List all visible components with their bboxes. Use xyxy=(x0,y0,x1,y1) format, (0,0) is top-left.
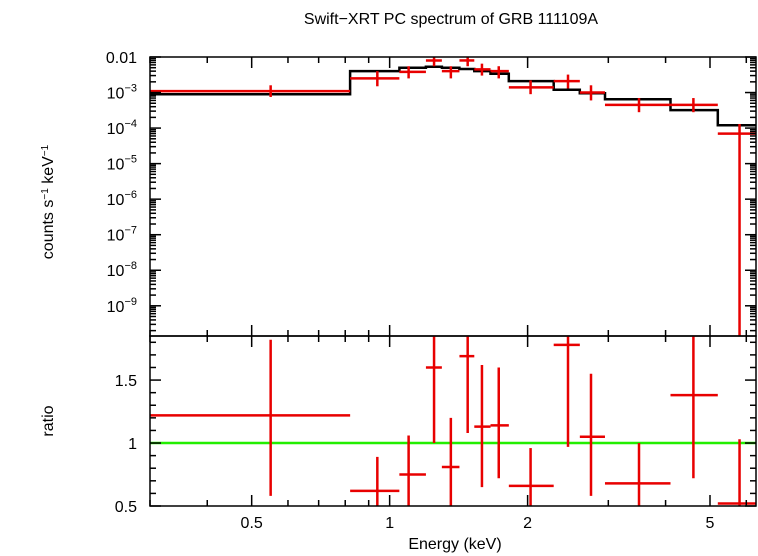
spectrum-ytick-label-6: 10−7 xyxy=(107,225,137,245)
ratio-point-9 xyxy=(508,448,554,506)
spectrum-ytick-label-8: 10−9 xyxy=(107,296,137,316)
ytick-exponent: −3 xyxy=(124,83,137,95)
ylabel-sup-2: −1 xyxy=(40,144,51,156)
ytick-exponent: −6 xyxy=(124,189,137,201)
ytick-base: 10 xyxy=(107,263,125,280)
ratio-point-7 xyxy=(474,364,491,488)
spectrum-y-axis-label: counts s−1 keV−1 xyxy=(40,144,58,259)
ytick-exponent: −5 xyxy=(124,154,137,166)
x-tick-label-4: 5 xyxy=(706,515,715,532)
spectrum-data-series xyxy=(150,57,756,336)
spectrum-ytick-label-3: 10−4 xyxy=(107,118,137,138)
ytick-exponent: −9 xyxy=(124,296,137,308)
spectrum-point-4 xyxy=(425,57,442,67)
spectrum-point-12 xyxy=(604,98,671,113)
ytick-base: 10 xyxy=(107,228,125,245)
ratio-ytick-label-1: 0.5 xyxy=(115,499,137,516)
spectrum-point-2 xyxy=(350,71,400,87)
spectrum-ytick-label-5: 10−6 xyxy=(107,189,137,209)
model-step-line xyxy=(150,65,756,127)
spectrum-point-7 xyxy=(474,63,491,76)
spectrum-point-10 xyxy=(553,74,580,89)
spectrum-point-8 xyxy=(490,66,509,79)
ratio-point-14 xyxy=(717,439,756,506)
ratio-ytick-label-2: 1 xyxy=(128,436,137,453)
spectrum-point-5 xyxy=(441,66,460,79)
ratio-point-12 xyxy=(604,443,671,506)
ratio-point-1 xyxy=(150,339,351,496)
ratio-x-axis: 0.5 1 2 5 xyxy=(149,336,748,532)
spectrum-point-9 xyxy=(508,80,554,95)
ylabel-sup-1: −1 xyxy=(40,188,51,200)
x-axis-label: Energy (keV) xyxy=(408,536,501,553)
ratio-point-2 xyxy=(350,456,400,506)
ratio-point-6 xyxy=(459,336,475,433)
spectrum-point-14 xyxy=(717,124,756,336)
ytick-exponent: −8 xyxy=(124,260,137,272)
ytick-base: 10 xyxy=(107,121,125,138)
ratio-data-series xyxy=(150,336,756,506)
spectrum-ytick-label-2: 10−3 xyxy=(107,83,137,103)
ratio-panel-frame xyxy=(149,335,757,507)
spectrum-point-13 xyxy=(670,98,718,113)
ratio-point-4 xyxy=(425,336,442,444)
x-tick-label-1: 0.5 xyxy=(241,515,263,532)
ratio-ytick-label-3: 1.5 xyxy=(115,373,137,390)
ratio-point-11 xyxy=(579,373,605,496)
ratio-point-8 xyxy=(490,367,509,479)
ytick-exponent: −7 xyxy=(124,225,137,237)
spectrum-point-6 xyxy=(459,57,475,67)
ytick-base: 10 xyxy=(107,157,125,174)
model-curve xyxy=(150,65,756,127)
ratio-point-5 xyxy=(441,417,460,506)
ytick-base: 10 xyxy=(107,86,125,103)
ratio-point-10 xyxy=(553,336,580,447)
x-tick-label-3: 2 xyxy=(523,515,532,532)
ylabel-counts: counts s xyxy=(40,200,57,260)
spectrum-point-11 xyxy=(579,85,605,101)
ytick-exponent: −4 xyxy=(124,118,137,130)
ratio-y-axis-label: ratio xyxy=(40,405,57,436)
ratio-panel: 0.5 1 1.5 0.5 1 2 5 ratio xyxy=(40,335,757,532)
ytick-base: 10 xyxy=(107,299,125,316)
spectrum-ytick-label-1: 0.01 xyxy=(106,50,137,67)
ratio-point-13 xyxy=(670,336,718,479)
spectrum-point-1 xyxy=(150,85,351,97)
ratio-y-axis: 0.5 1 1.5 xyxy=(115,341,756,516)
ylabel-kev: keV xyxy=(40,156,57,188)
spectrum-ytick-label-4: 10−5 xyxy=(107,154,137,174)
ratio-point-3 xyxy=(399,435,426,506)
spectrum-point-3 xyxy=(399,66,426,79)
x-tick-label-2: 1 xyxy=(385,515,394,532)
spectrum-ytick-label-7: 10−8 xyxy=(107,260,137,280)
spectrum-x-ticks xyxy=(149,57,748,336)
chart-title: Swift−XRT PC spectrum of GRB 111109A xyxy=(304,11,599,28)
ytick-base: 10 xyxy=(107,192,125,209)
